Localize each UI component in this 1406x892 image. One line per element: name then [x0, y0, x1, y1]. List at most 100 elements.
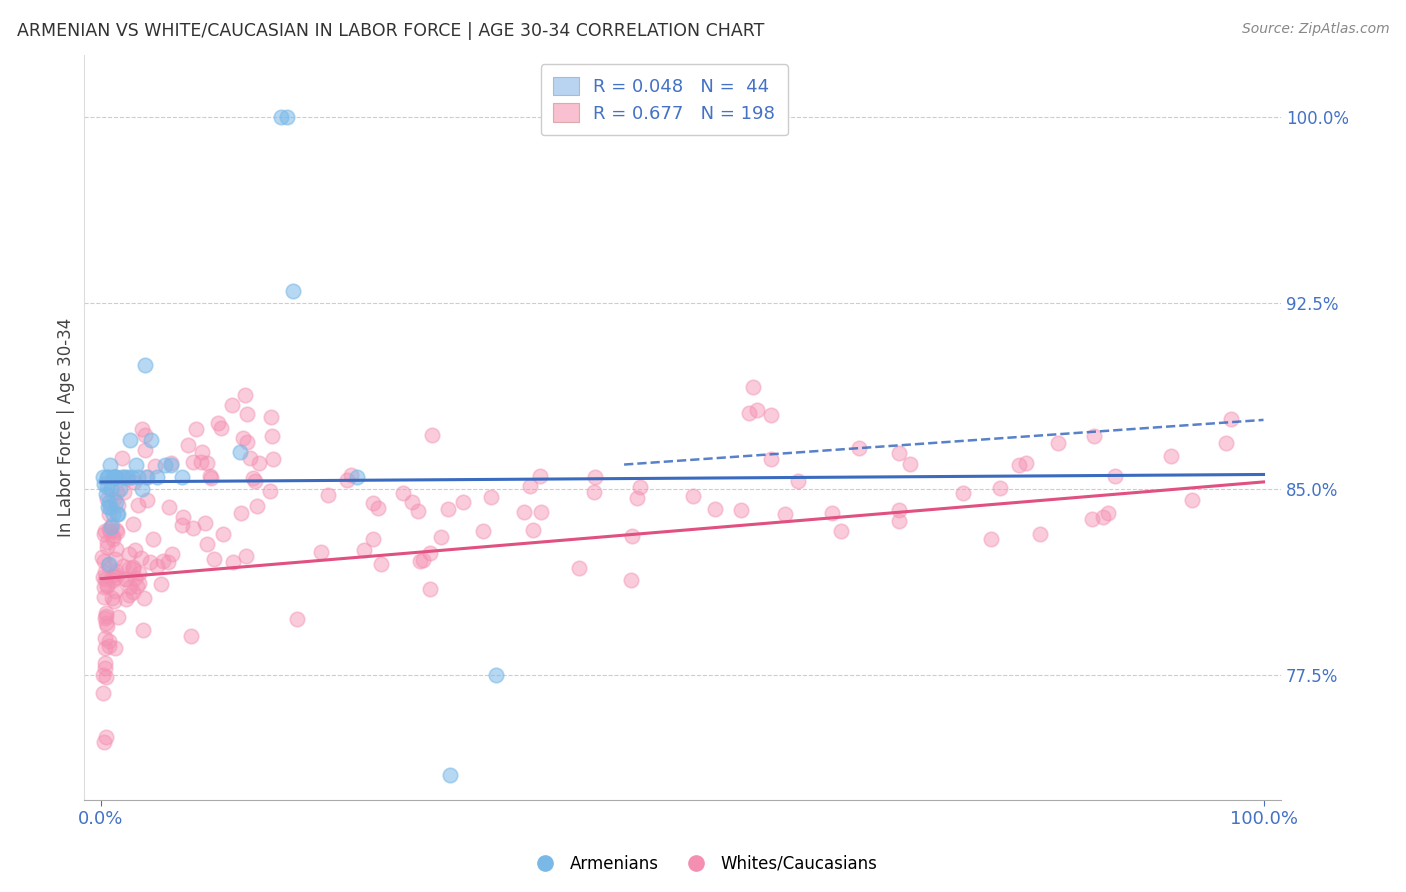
Point	[94, 573, 117, 587]
Point	[91, 570, 114, 584]
Point	[346, 470, 368, 484]
Point	[112, 484, 135, 499]
Point	[96, 480, 118, 494]
Point	[124, 543, 146, 558]
Point	[98, 500, 121, 514]
Point	[747, 403, 769, 417]
Point	[105, 541, 128, 556]
Point	[125, 458, 148, 472]
Point	[172, 518, 194, 533]
Point	[127, 470, 149, 484]
Point	[124, 571, 146, 585]
Point	[105, 524, 128, 538]
Point	[980, 532, 1002, 546]
Point	[281, 284, 304, 298]
Point	[121, 560, 143, 574]
Point	[276, 110, 298, 124]
Point	[759, 408, 782, 422]
Point	[430, 530, 453, 544]
Point	[94, 609, 117, 624]
Point	[121, 585, 143, 599]
Point	[97, 470, 120, 484]
Point	[132, 624, 155, 638]
Point	[887, 446, 910, 460]
Point	[990, 481, 1012, 495]
Point	[111, 470, 134, 484]
Point	[194, 516, 217, 530]
Point	[107, 507, 129, 521]
Point	[172, 509, 194, 524]
Point	[118, 580, 141, 594]
Point	[143, 458, 166, 473]
Point	[235, 387, 257, 401]
Point	[1097, 506, 1119, 520]
Point	[336, 473, 359, 487]
Point	[419, 546, 441, 560]
Point	[98, 524, 121, 538]
Point	[260, 409, 283, 424]
Point	[128, 576, 150, 591]
Point	[96, 619, 118, 633]
Point	[91, 668, 114, 682]
Point	[207, 416, 229, 430]
Point	[285, 612, 308, 626]
Point	[139, 433, 162, 447]
Point	[180, 629, 202, 643]
Point	[830, 524, 852, 538]
Point	[118, 561, 141, 575]
Point	[93, 580, 115, 594]
Point	[200, 471, 222, 485]
Point	[1080, 512, 1102, 526]
Point	[530, 505, 553, 519]
Point	[135, 493, 157, 508]
Point	[96, 540, 118, 554]
Point	[104, 552, 127, 566]
Point	[621, 529, 644, 543]
Point	[94, 632, 117, 646]
Point	[239, 451, 262, 466]
Point	[221, 555, 243, 569]
Point	[91, 549, 114, 564]
Point	[412, 553, 434, 567]
Point	[235, 549, 257, 564]
Point	[419, 582, 441, 596]
Point	[485, 668, 508, 682]
Point	[439, 768, 461, 782]
Point	[259, 483, 281, 498]
Point	[242, 471, 264, 485]
Point	[353, 543, 375, 558]
Point	[160, 547, 183, 561]
Point	[101, 568, 124, 582]
Point	[513, 505, 536, 519]
Point	[127, 498, 149, 512]
Point	[195, 537, 218, 551]
Legend: Armenians, Whites/Caucasians: Armenians, Whites/Caucasians	[522, 848, 884, 880]
Point	[229, 445, 252, 459]
Point	[97, 500, 120, 514]
Point	[104, 584, 127, 599]
Point	[1008, 458, 1031, 473]
Point	[172, 470, 194, 484]
Point	[101, 470, 124, 484]
Point	[103, 470, 125, 484]
Point	[105, 524, 128, 539]
Point	[522, 524, 544, 538]
Point	[730, 503, 752, 517]
Point	[107, 498, 129, 512]
Point	[221, 398, 243, 412]
Point	[181, 455, 204, 469]
Point	[101, 518, 124, 533]
Point	[1029, 527, 1052, 541]
Point	[98, 458, 121, 472]
Point	[96, 470, 118, 484]
Point	[111, 451, 134, 466]
Point	[519, 479, 541, 493]
Point	[131, 483, 153, 497]
Point	[236, 407, 259, 421]
Point	[114, 592, 136, 607]
Y-axis label: In Labor Force | Age 30-34: In Labor Force | Age 30-34	[58, 318, 75, 537]
Point	[582, 484, 605, 499]
Point	[626, 491, 648, 506]
Point	[775, 507, 797, 521]
Point	[153, 458, 176, 472]
